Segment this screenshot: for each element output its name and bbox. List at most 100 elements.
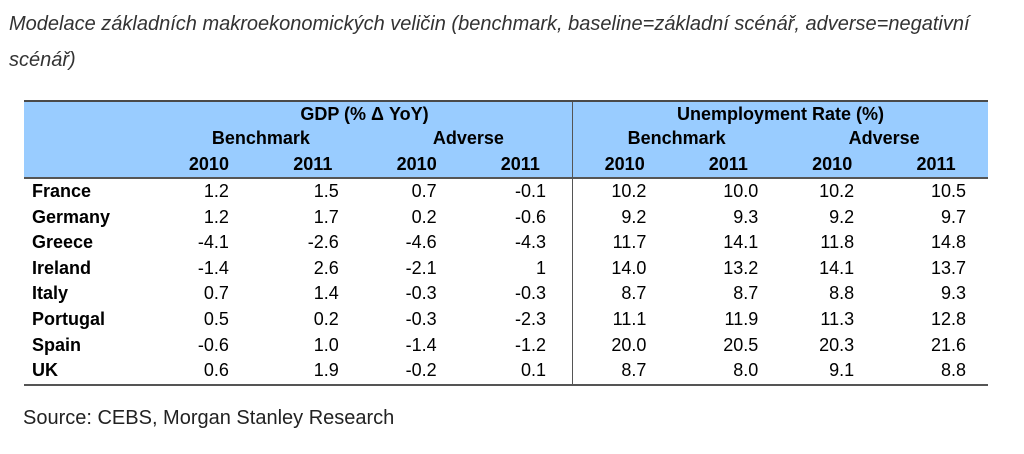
country-cell: Germany (32, 206, 111, 227)
table-row: UK 0.6 1.9 -0.2 0.1 8.7 8.0 9.1 8.8 (24, 358, 988, 386)
value-cell: 11.1 (572, 306, 677, 333)
header-year: 2011 (468, 150, 573, 179)
value-cell: 8.7 (572, 358, 677, 386)
value-cell: 0.2 (313, 308, 339, 329)
value-cell: -0.3 (514, 283, 546, 304)
value-cell: -4.1 (197, 232, 229, 253)
value-cell: 0.2 (411, 206, 437, 227)
value-cell: 0.6 (157, 358, 261, 386)
value-cell: 1.4 (313, 283, 339, 304)
header-year: 2010 (364, 150, 469, 179)
value-cell: 13.7 (930, 257, 966, 278)
table-caption: Modelace základních makroekonomických ve… (9, 13, 970, 71)
value-cell: 1 (535, 257, 546, 278)
header-unemp-benchmark: Benchmark (572, 126, 781, 150)
value-cell: 10.0 (723, 181, 759, 201)
country-cell: Portugal (32, 308, 106, 329)
value-cell: 9.2 (572, 204, 677, 231)
header-group-row: GDP (% Δ YoY) Unemployment Rate (%) (24, 102, 988, 126)
table-row: France 1.2 1.5 0.7 -0.1 10.2 10.0 10.2 10.5 (24, 178, 988, 205)
header-scenario-row: Benchmark Adverse Benchmark Adverse (24, 126, 988, 150)
country-cell: France (32, 181, 92, 201)
value-cell: -2.1 (405, 257, 437, 278)
header-unemp-adverse: Adverse (780, 126, 988, 150)
header-year: 2011 (884, 150, 988, 179)
header-gdp: GDP (% Δ YoY) (157, 102, 573, 126)
table-body: France 1.2 1.5 0.7 -0.1 10.2 10.0 10.2 10.5 Germa… (24, 178, 988, 386)
country-cell: UK (24, 358, 157, 386)
value-cell: 11.8 (820, 232, 855, 253)
table-row: Ireland -1.4 2.6 -2.1 1 14.0 13.2 14.1 13.7 (24, 255, 988, 282)
value-cell: 1.5 (313, 181, 339, 201)
value-cell: -0.6 (197, 334, 229, 355)
table-row: Portugal 0.5 0.2 -0.3 -2.3 11.1 11.9 11.3 12.8 (24, 306, 988, 333)
value-cell: 12.8 (930, 308, 966, 329)
value-cell: 20.5 (723, 334, 759, 355)
value-cell: -0.2 (364, 358, 469, 386)
value-cell: -1.2 (514, 334, 546, 355)
value-cell: 10.2 (819, 181, 855, 201)
value-cell: 11.7 (572, 230, 677, 256)
value-cell: 0.7 (411, 181, 437, 201)
value-cell: 11.3 (820, 308, 855, 329)
country-cell: Ireland (32, 257, 92, 278)
value-cell: 1.2 (203, 181, 229, 201)
value-cell: 8.7 (572, 281, 677, 307)
value-cell: 14.0 (572, 255, 677, 282)
value-cell: -0.1 (514, 181, 546, 201)
value-cell: 9.2 (829, 206, 855, 227)
country-cell: Greece (32, 232, 94, 253)
value-cell: -1.4 (405, 334, 437, 355)
value-cell: -4.6 (405, 232, 437, 253)
value-cell: -0.3 (405, 308, 437, 329)
value-cell: -2.3 (514, 308, 546, 329)
value-cell: 0.1 (468, 358, 573, 386)
value-cell: 9.3 (940, 283, 966, 304)
country-cell: Italy (32, 283, 69, 304)
value-cell: 8.7 (733, 283, 759, 304)
header-year: 2011 (676, 150, 781, 179)
value-cell: -0.6 (514, 206, 546, 227)
value-cell: 11.9 (724, 308, 759, 329)
header-year-row: 2010 2011 2010 2011 2010 2011 2010 2011 (24, 150, 988, 179)
country-cell: Spain (32, 334, 82, 355)
header-unemployment: Unemployment Rate (%) (572, 102, 988, 126)
value-cell: 1.9 (260, 358, 365, 386)
table-row: Greece -4.1 -2.6 -4.6 -4.3 11.7 14.1 11.8 14.8 (24, 230, 988, 256)
value-cell: 9.7 (940, 206, 966, 227)
header-blank (24, 126, 157, 150)
value-cell: 8.8 (829, 283, 855, 304)
header-year: 2010 (780, 150, 885, 179)
value-cell: 1.2 (203, 206, 229, 227)
table-row: Italy 0.7 1.4 -0.3 -0.3 8.7 8.7 8.8 9.3 (24, 281, 988, 307)
value-cell: 13.2 (723, 257, 759, 278)
header-year: 2010 (157, 150, 261, 179)
value-cell: -0.3 (405, 283, 437, 304)
value-cell: 0.7 (203, 283, 229, 304)
value-cell: 10.2 (572, 178, 677, 205)
value-cell: -1.4 (197, 257, 229, 278)
value-cell: 14.1 (723, 232, 759, 253)
value-cell: 2.6 (313, 257, 339, 278)
table-row: Spain -0.6 1.0 -1.4 -1.2 20.0 20.5 20.3 21.6 (24, 332, 988, 359)
value-cell: 8.8 (884, 358, 988, 386)
header-year: 2011 (260, 150, 365, 179)
macro-table-container: GDP (% Δ YoY) Unemployment Rate (%) Benc… (24, 100, 988, 386)
value-cell: 1.7 (313, 206, 339, 227)
macro-table: GDP (% Δ YoY) Unemployment Rate (%) Benc… (24, 100, 988, 386)
header-blank (24, 102, 157, 126)
header-gdp-benchmark: Benchmark (157, 126, 365, 150)
header-gdp-adverse: Adverse (364, 126, 573, 150)
value-cell: 9.1 (780, 358, 885, 386)
value-cell: 21.6 (930, 334, 966, 355)
value-cell: 10.5 (930, 181, 966, 201)
value-cell: 20.3 (819, 334, 855, 355)
value-cell: 0.5 (203, 308, 229, 329)
value-cell: 8.0 (676, 358, 781, 386)
value-cell: -2.6 (307, 232, 339, 253)
header-blank (24, 150, 157, 179)
value-cell: 14.1 (819, 257, 855, 278)
value-cell: 1.0 (313, 334, 339, 355)
value-cell: -4.3 (514, 232, 546, 253)
value-cell: 20.0 (572, 332, 677, 359)
